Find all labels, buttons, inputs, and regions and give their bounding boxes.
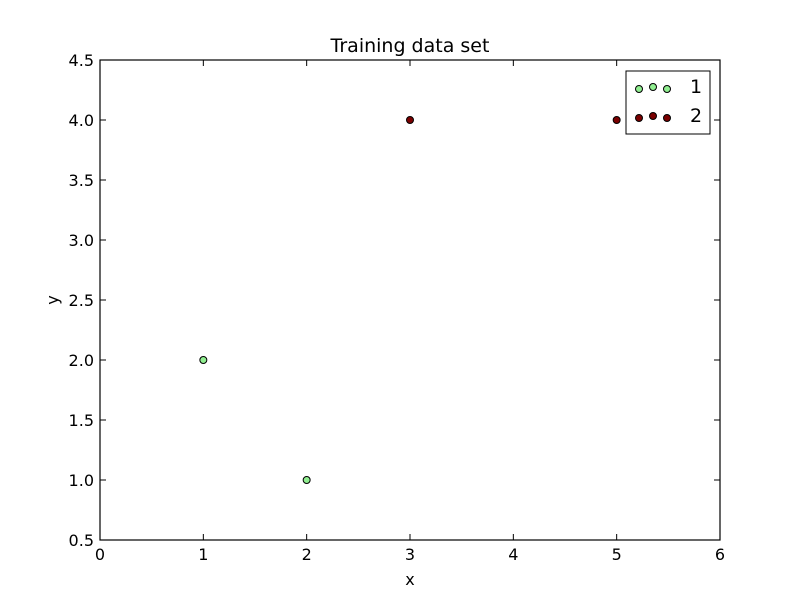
axis-ticks: 0 1 2 3 4 5 60.51.01.52.02.53.03.54.04.5 (69, 51, 726, 564)
x-tick-label: 0 (95, 545, 105, 564)
data-point-series-2 (612, 116, 621, 124)
plot-area-frame (99, 59, 721, 541)
legend: 12 (625, 70, 711, 135)
x-tick-label: 6 (715, 545, 725, 564)
legend-marker-series-2 (649, 112, 657, 120)
data-point-series-2 (406, 116, 414, 124)
y-tick-label: 0.5 (69, 531, 94, 550)
y-axis-label: y (43, 295, 62, 304)
y-tick-label: 3.5 (69, 171, 94, 190)
x-tick-label: 4 (508, 545, 518, 564)
x-tick-label: 2 (302, 545, 312, 564)
y-tick-label: 2.0 (69, 351, 94, 370)
x-tick-label: 3 (405, 545, 415, 564)
legend-marker-series-2 (635, 114, 643, 122)
legend-marker-series-1 (663, 85, 671, 93)
legend-label: 1 (690, 76, 702, 98)
data-points (199, 116, 621, 484)
data-point-series-1 (199, 356, 208, 364)
legend-marker-series-1 (649, 83, 657, 91)
y-tick-label: 3.0 (69, 231, 94, 250)
legend-label: 2 (690, 105, 702, 127)
y-tick-label: 2.5 (69, 291, 94, 310)
legend-marker-series-1 (635, 85, 643, 93)
y-tick-label: 1.5 (69, 411, 94, 430)
y-tick-label: 4.5 (69, 51, 94, 70)
x-tick-label: 5 (612, 545, 622, 564)
legend-marker-series-2 (663, 114, 671, 122)
x-tick-label: 1 (198, 545, 208, 564)
x-axis-label: x (405, 570, 414, 589)
y-tick-label: 1.0 (69, 471, 94, 490)
chart-title: Training data set (330, 35, 490, 57)
y-tick-label: 4.0 (69, 111, 94, 130)
legend-box (625, 70, 711, 135)
data-point-series-1 (302, 476, 311, 484)
